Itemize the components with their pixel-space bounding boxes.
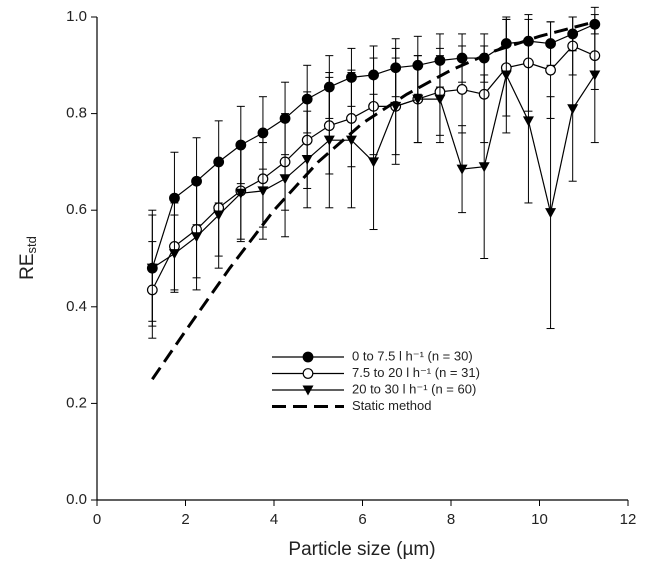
marker — [545, 208, 557, 219]
marker — [279, 174, 291, 185]
marker — [434, 94, 446, 105]
marker — [323, 135, 335, 146]
legend-label: 20 to 30 l h⁻¹ (n = 60) — [352, 381, 476, 396]
marker — [301, 154, 313, 165]
legend-label: Static method — [352, 398, 432, 413]
x-tick-label: 0 — [93, 511, 101, 528]
dashed-line — [151, 20, 596, 381]
marker — [522, 116, 534, 127]
marker — [302, 385, 314, 396]
marker — [456, 164, 468, 175]
x-tick-label: 10 — [531, 511, 548, 528]
x-tick-label: 4 — [270, 511, 278, 528]
marker — [456, 84, 468, 95]
y-axis-title-main: RE — [17, 253, 38, 279]
marker — [302, 351, 314, 363]
marker — [146, 263, 158, 274]
marker — [567, 104, 579, 115]
marker — [589, 70, 601, 81]
marker — [302, 368, 314, 379]
marker — [500, 70, 512, 81]
legend-label: 0 to 7.5 l h⁻¹ (n = 30) — [352, 348, 473, 363]
y-tick-label: 1.0 — [66, 8, 87, 25]
marker — [257, 186, 269, 197]
x-tick-label: 8 — [447, 511, 455, 528]
marker — [478, 162, 490, 173]
x-tick-label: 6 — [358, 511, 366, 528]
x-tick-label: 2 — [181, 511, 189, 528]
y-tick-label: 0.0 — [66, 491, 87, 508]
legend-label: 7.5 to 20 l h⁻¹ (n = 31) — [352, 365, 480, 380]
marker — [168, 249, 180, 260]
y-tick-label: 0.8 — [66, 105, 87, 122]
marker — [213, 210, 225, 221]
y-tick-label: 0.2 — [66, 394, 87, 411]
marker — [235, 188, 247, 199]
marker — [169, 192, 180, 204]
marker — [412, 94, 424, 105]
y-axis-title-sub: std — [24, 236, 39, 253]
y-tick-label: 0.4 — [66, 298, 87, 315]
marker — [345, 135, 357, 146]
x-axis-title: Particle size (µm) — [288, 539, 435, 560]
marker — [545, 64, 556, 76]
marker — [191, 232, 203, 243]
marker — [368, 157, 380, 168]
x-tick-label: 12 — [620, 511, 637, 528]
y-axis-title: REstd — [17, 236, 39, 280]
y-tick-label: 0.6 — [66, 201, 87, 218]
